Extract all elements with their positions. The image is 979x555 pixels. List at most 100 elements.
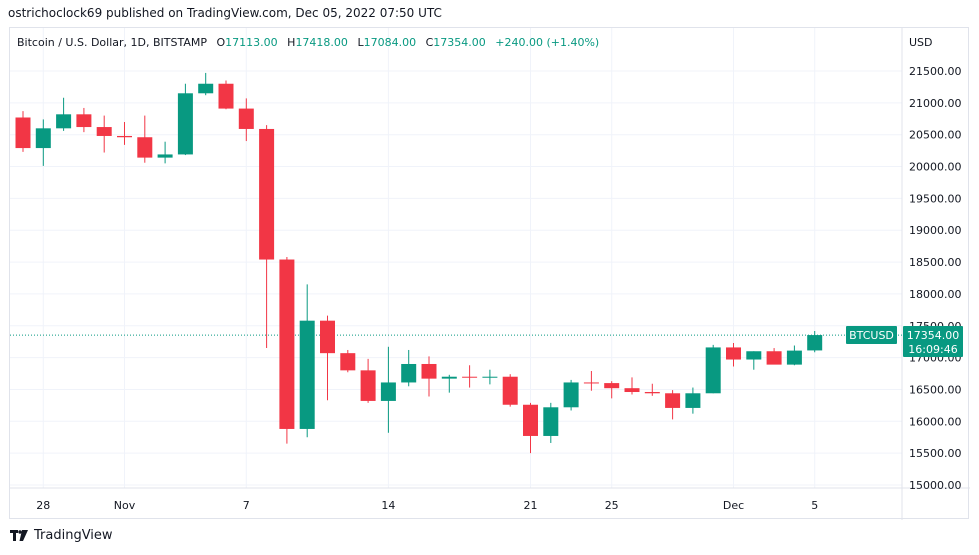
legend-open-value: 17113.00 xyxy=(225,36,278,49)
candlestick-chart[interactable]: USD 15000.0015500.0016000.0016500.001700… xyxy=(10,28,970,520)
candle-body-down xyxy=(76,114,92,128)
candle[interactable] xyxy=(421,356,437,397)
candle[interactable] xyxy=(279,256,295,444)
candle[interactable] xyxy=(259,125,275,349)
candle[interactable] xyxy=(726,342,741,367)
candle[interactable] xyxy=(117,121,132,145)
candle[interactable] xyxy=(543,402,559,443)
candle[interactable] xyxy=(502,374,518,407)
y-tick-label: 21500.00 xyxy=(909,65,962,78)
x-tick-label: 21 xyxy=(524,499,538,512)
candle-body-up xyxy=(705,347,721,394)
y-tick-label: 19500.00 xyxy=(909,192,962,205)
candle[interactable] xyxy=(604,381,620,399)
tradingview-brand: TradingView xyxy=(34,528,113,543)
candle-body-up xyxy=(543,407,559,436)
price-axis[interactable]: USD 15000.0015500.0016000.0016500.001700… xyxy=(909,36,962,492)
ohlc-legend: Bitcoin / U.S. Dollar, 1D, BITSTAMP O171… xyxy=(17,36,599,49)
candle-body-up xyxy=(56,114,72,129)
x-tick-label: 28 xyxy=(36,499,50,512)
candle[interactable] xyxy=(746,351,762,370)
candle-body-up xyxy=(380,382,396,401)
candle[interactable] xyxy=(705,344,721,394)
candle[interactable] xyxy=(340,349,356,373)
candle[interactable] xyxy=(665,390,681,420)
candle[interactable] xyxy=(685,387,701,414)
candle-body-up xyxy=(685,393,701,408)
price-tag-bg xyxy=(903,326,963,357)
y-tick-label: 15000.00 xyxy=(909,479,962,492)
candle[interactable] xyxy=(238,98,254,142)
candle[interactable] xyxy=(56,97,72,131)
y-tick-label: 15500.00 xyxy=(909,447,962,460)
tradingview-logo[interactable]: TradingView xyxy=(10,528,113,543)
candle-body-down xyxy=(15,117,31,149)
candle[interactable] xyxy=(766,348,782,365)
candle[interactable] xyxy=(583,370,599,391)
candle[interactable] xyxy=(96,115,112,153)
candle[interactable] xyxy=(15,111,31,152)
candle[interactable] xyxy=(76,107,92,133)
candle[interactable] xyxy=(523,402,538,454)
legend-symbol: Bitcoin / U.S. Dollar, 1D, BITSTAMP xyxy=(17,36,207,49)
candle[interactable] xyxy=(462,365,478,388)
candle[interactable] xyxy=(624,377,640,395)
candle-body-down xyxy=(96,127,112,136)
candle[interactable] xyxy=(35,119,51,166)
candle[interactable] xyxy=(218,80,234,110)
candle-body-down xyxy=(279,259,295,429)
candle[interactable] xyxy=(320,315,335,401)
time-axis[interactable]: 28 Nov 7 14 21 25 Dec 5 xyxy=(36,499,818,512)
candle-body-up xyxy=(35,128,51,149)
candle[interactable] xyxy=(441,374,457,393)
x-tick-label: Nov xyxy=(114,499,136,512)
publisher-line: ostrichoclock69 published on TradingView… xyxy=(8,6,442,20)
symbol-tag-bg xyxy=(846,326,897,344)
x-tick-label: 14 xyxy=(381,499,395,512)
candle[interactable] xyxy=(482,369,498,385)
legend-close-value: 17354.00 xyxy=(433,36,486,49)
candle[interactable] xyxy=(137,115,153,163)
grid xyxy=(10,28,970,520)
candle-body-down xyxy=(340,353,356,371)
candle[interactable] xyxy=(380,346,396,433)
symbol-tag-text: BTCUSD xyxy=(849,329,894,342)
x-tick-label: 7 xyxy=(243,499,250,512)
candle-body-down xyxy=(360,370,376,401)
candle[interactable] xyxy=(360,358,376,403)
candle[interactable] xyxy=(299,284,315,438)
legend-text: Bitcoin / U.S. Dollar, 1D, BITSTAMP O171… xyxy=(17,36,599,49)
candle[interactable] xyxy=(177,83,193,156)
legend-open-label: O xyxy=(216,36,225,49)
candle[interactable] xyxy=(198,72,214,96)
candle-body-down xyxy=(238,108,254,129)
tradingview-logo-icon xyxy=(10,529,28,542)
candle[interactable] xyxy=(563,379,579,411)
candle-body-up xyxy=(157,154,173,158)
candle-body-down xyxy=(259,128,275,260)
candle[interactable] xyxy=(157,141,173,164)
candle[interactable] xyxy=(807,330,823,353)
candle-body-up xyxy=(401,363,417,383)
x-tick-label: 5 xyxy=(811,499,818,512)
candle-body-down xyxy=(137,137,153,158)
candle-body-down xyxy=(665,393,681,408)
candle[interactable] xyxy=(401,349,417,387)
candle-body-up xyxy=(746,351,762,360)
chart-panel[interactable]: USD 15000.00 15500.00 16000.00 16500.00 1700… xyxy=(9,27,970,520)
legend-close-label: C xyxy=(426,36,434,49)
candle-body-up xyxy=(441,376,457,379)
candle-body-down xyxy=(218,83,234,109)
candle-body-down xyxy=(462,376,478,378)
candles[interactable] xyxy=(15,72,823,454)
candle[interactable] xyxy=(786,345,802,366)
legend-change: +240.00 (+1.40%) xyxy=(495,36,599,49)
candle-body-up xyxy=(198,83,214,94)
candle-body-up xyxy=(482,376,498,378)
y-tick-label: 20000.00 xyxy=(909,161,962,174)
candle-body-down xyxy=(726,347,741,360)
y-tick-label: 21000.00 xyxy=(909,97,962,110)
legend-high-value: 17418.00 xyxy=(295,36,348,49)
legend-low-value: 17084.00 xyxy=(364,36,417,49)
candle[interactable] xyxy=(644,383,660,396)
